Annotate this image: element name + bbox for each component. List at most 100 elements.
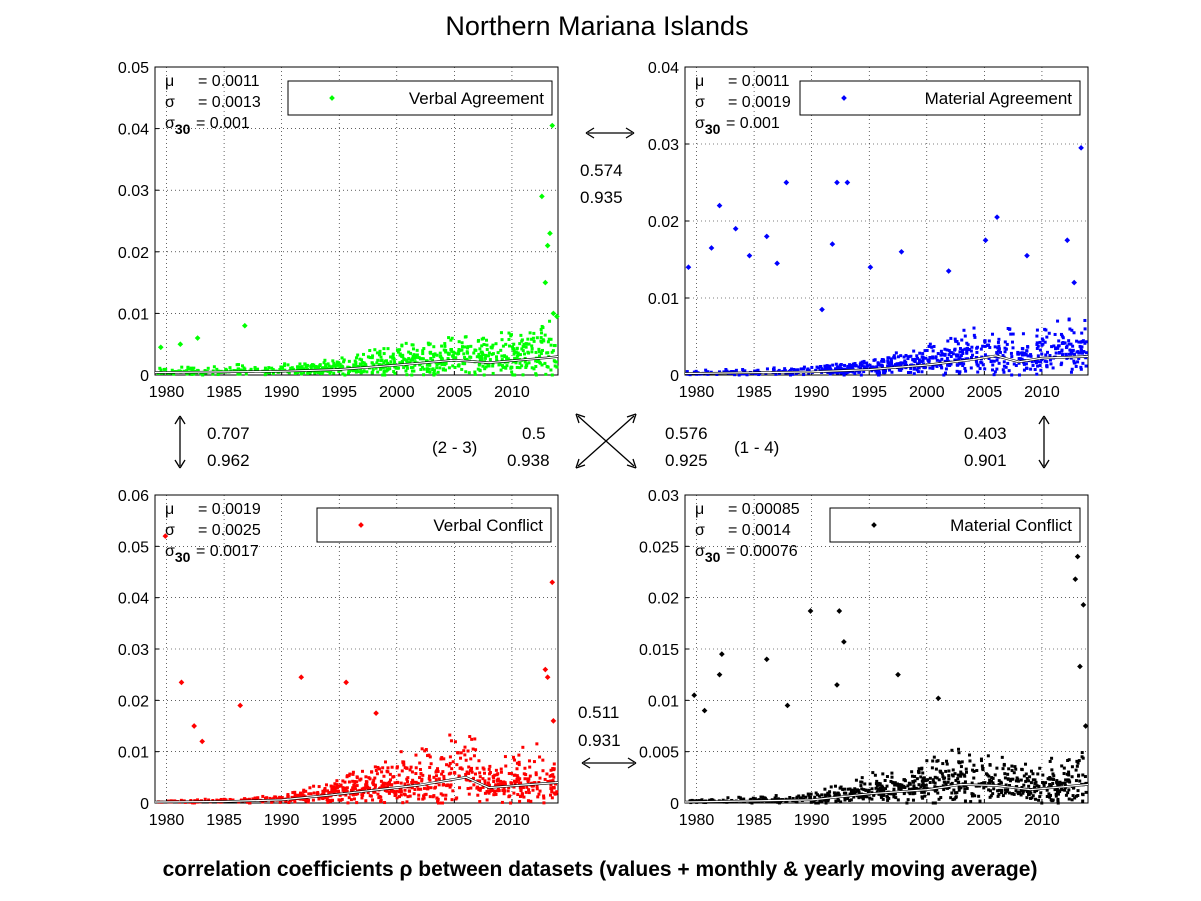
data-point <box>322 366 326 370</box>
data-point <box>407 350 411 354</box>
data-point <box>553 364 557 368</box>
data-point <box>414 780 418 784</box>
data-point <box>512 352 516 356</box>
data-point <box>743 369 747 373</box>
data-point <box>836 366 840 370</box>
corr-top-r1: 0.574 <box>580 161 623 180</box>
data-point <box>943 371 947 375</box>
data-point <box>824 801 828 805</box>
data-point <box>847 370 851 374</box>
data-point <box>372 783 376 787</box>
data-point <box>1035 359 1039 363</box>
data-point <box>875 784 879 788</box>
data-point <box>1077 340 1081 344</box>
data-point <box>1033 778 1037 782</box>
data-point <box>921 771 925 775</box>
data-point <box>891 364 895 368</box>
data-point <box>517 753 521 757</box>
data-point <box>442 757 446 761</box>
data-point <box>324 783 328 787</box>
data-point <box>460 348 464 352</box>
data-point <box>958 346 962 350</box>
data-point <box>308 371 312 375</box>
data-point <box>457 340 461 344</box>
data-point <box>439 354 443 358</box>
data-point <box>482 767 486 771</box>
data-point <box>944 782 948 786</box>
data-point <box>482 771 486 775</box>
data-point <box>345 789 349 793</box>
data-point <box>955 358 959 362</box>
stat-symbol: σ30 <box>165 543 191 565</box>
data-point <box>907 787 911 791</box>
data-point <box>908 792 912 796</box>
data-point <box>287 801 291 805</box>
data-point <box>1075 764 1079 768</box>
data-point <box>945 759 949 763</box>
data-point <box>303 797 307 801</box>
data-point <box>880 364 884 368</box>
data-point <box>700 798 704 802</box>
data-point <box>839 800 843 804</box>
data-point <box>478 368 482 372</box>
data-point <box>306 800 310 804</box>
data-point <box>512 342 516 346</box>
data-point <box>347 774 351 778</box>
data-point <box>843 363 847 367</box>
data-point <box>524 790 528 794</box>
data-point <box>395 780 399 784</box>
data-point <box>488 358 492 362</box>
data-point <box>924 356 928 360</box>
data-point <box>922 785 926 789</box>
data-point <box>427 774 431 778</box>
data-point <box>460 367 464 371</box>
panel-verbal-agreement: 1980 1985 1990 1995 2000 2005 201000.010.020.0… <box>118 60 560 401</box>
data-point <box>449 739 453 743</box>
data-point <box>871 771 875 775</box>
data-point <box>486 781 490 785</box>
data-point <box>503 781 507 785</box>
data-point <box>761 795 765 799</box>
data-point <box>975 356 979 360</box>
data-point <box>985 344 989 348</box>
data-point <box>519 794 523 798</box>
data-point <box>410 373 414 377</box>
data-point <box>844 371 848 375</box>
data-point <box>917 767 921 771</box>
data-point <box>1010 373 1014 377</box>
data-point <box>1069 370 1073 374</box>
data-point <box>538 789 542 793</box>
y-tick-label: 0.03 <box>118 183 149 200</box>
data-point <box>447 366 451 370</box>
data-point <box>1082 350 1086 354</box>
data-point <box>880 359 884 363</box>
data-point <box>398 348 402 352</box>
data-point <box>955 363 959 367</box>
data-point <box>1004 365 1008 369</box>
data-point <box>910 770 914 774</box>
data-point <box>358 357 362 361</box>
data-point <box>991 363 995 367</box>
data-point <box>382 352 386 356</box>
data-point <box>965 786 969 790</box>
data-point <box>1000 788 1004 792</box>
outlier-point <box>1082 723 1089 729</box>
data-point <box>1039 360 1043 364</box>
data-point <box>374 768 378 772</box>
data-point <box>311 798 315 802</box>
data-point <box>1054 792 1058 796</box>
data-point <box>818 800 822 804</box>
data-point <box>1038 340 1042 344</box>
data-point <box>472 776 476 780</box>
data-point <box>725 369 729 373</box>
data-point <box>554 782 558 786</box>
data-point <box>440 344 444 348</box>
data-point <box>1001 767 1005 771</box>
data-point <box>988 781 992 785</box>
data-point <box>1006 361 1010 365</box>
data-point <box>1084 790 1088 794</box>
data-point <box>548 793 552 797</box>
data-point <box>339 365 343 369</box>
data-point <box>692 370 696 374</box>
data-point <box>1001 794 1005 798</box>
